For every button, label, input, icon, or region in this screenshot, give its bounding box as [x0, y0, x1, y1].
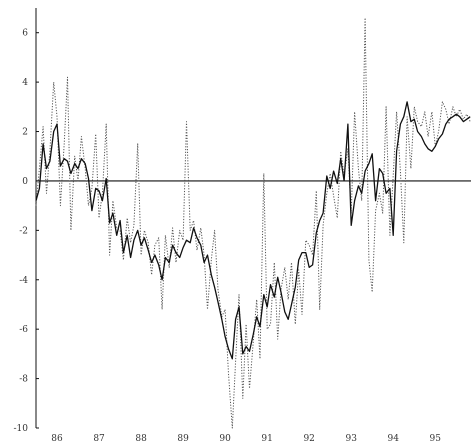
x-tick-label: 88	[135, 434, 147, 444]
y-tick-label: 2	[22, 128, 28, 138]
y-tick-label: -6	[19, 325, 28, 335]
y-tick-label: -8	[19, 375, 28, 385]
x-tick-label: 89	[177, 434, 189, 444]
x-tick-label: 90	[219, 434, 231, 444]
y-tick-label: 6	[22, 29, 28, 39]
x-tick-label: 87	[93, 434, 105, 444]
x-tick-label: 95	[430, 434, 442, 444]
y-tick-label: 0	[22, 177, 28, 187]
x-tick-label: 94	[388, 434, 400, 444]
x-axis: 86 87 88 89 90 91 92 93 94 95	[51, 434, 441, 444]
y-axis: 6 4 2 0 -2 -4 -6 -8 -10	[14, 8, 39, 434]
x-tick-label: 91	[261, 434, 272, 444]
y-tick-label: -2	[19, 226, 28, 236]
x-tick-label: 86	[51, 434, 63, 444]
y-tick-label: 4	[22, 78, 28, 88]
y-tick-label: -10	[14, 424, 29, 434]
series-line-dotted	[35, 17, 471, 429]
x-tick-label: 93	[345, 434, 357, 444]
series-line-solid	[35, 101, 471, 360]
y-tick-label: -4	[19, 276, 28, 286]
x-tick-label: 92	[303, 434, 314, 444]
